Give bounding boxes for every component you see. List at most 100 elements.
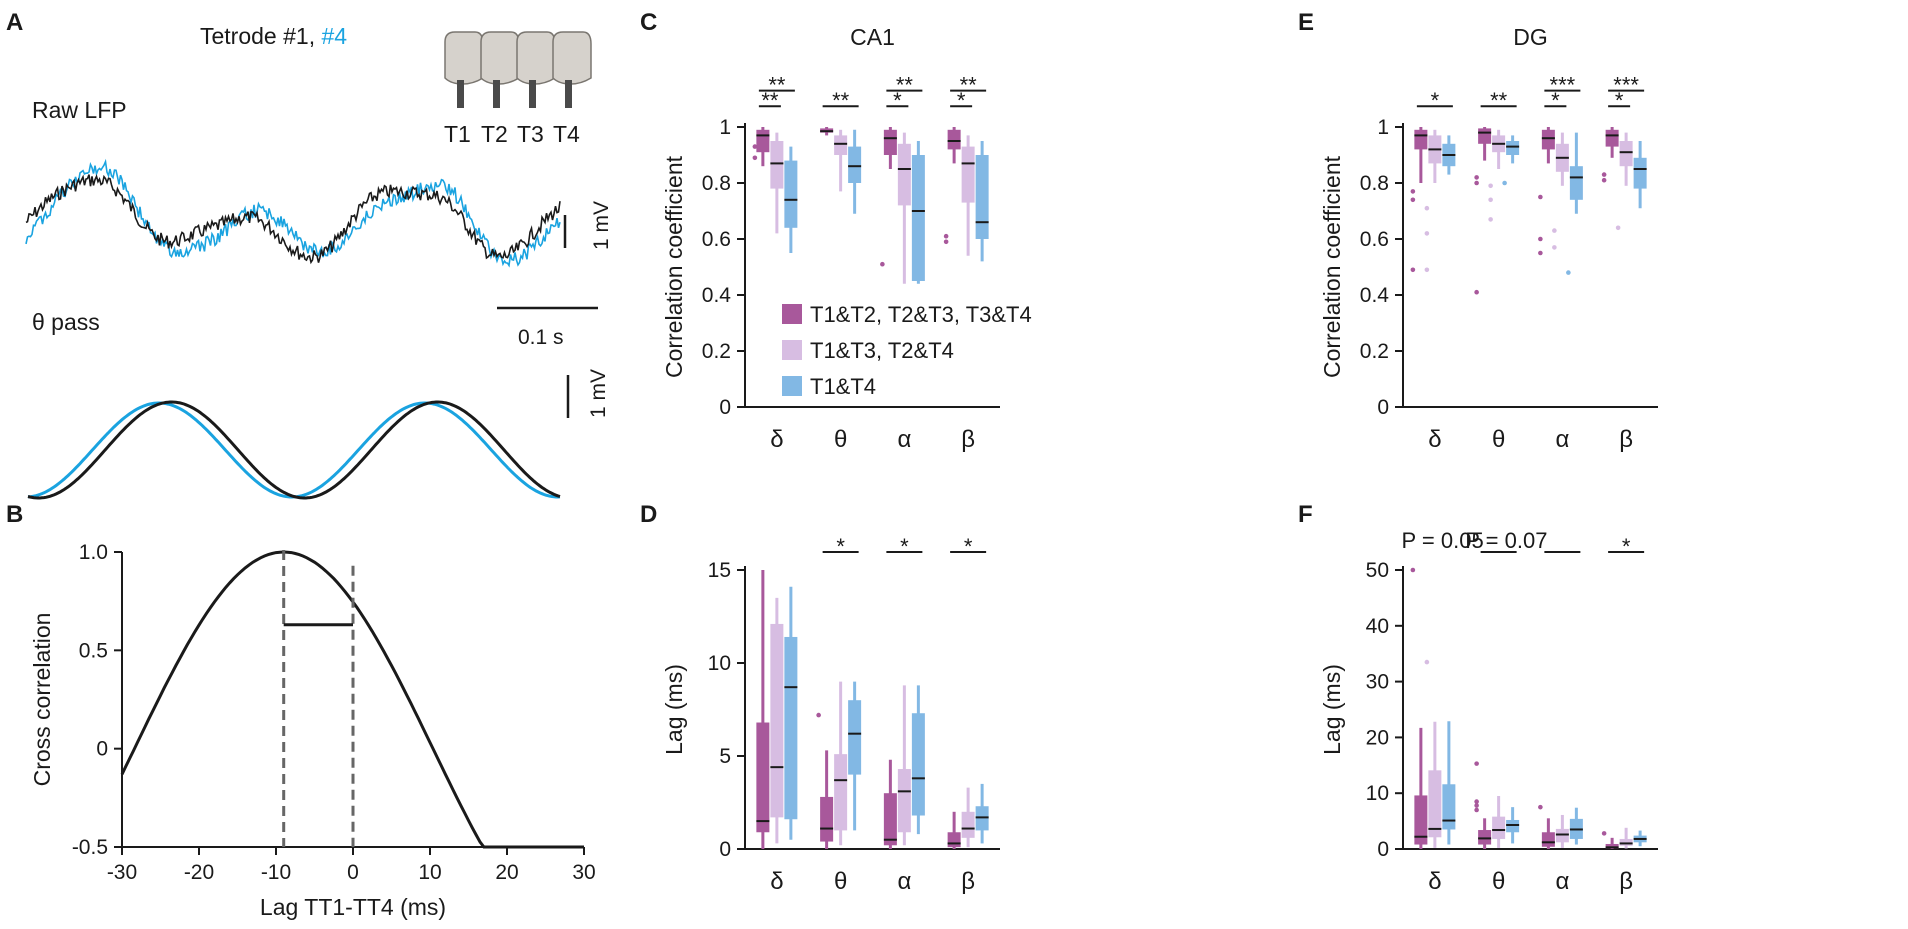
tetrode-title-prefix: Tetrode #1, bbox=[200, 23, 315, 49]
e-outlier-point bbox=[1552, 245, 1557, 250]
c-outlier-point bbox=[752, 144, 758, 149]
e-y-tick-label: 0.2 bbox=[1360, 340, 1389, 363]
panel-a: Tetrode #1, #4 Raw LFP θ pass T1 T2 T3 T… bbox=[25, 23, 613, 500]
c-box bbox=[897, 143, 911, 206]
e-outlier-point bbox=[1410, 197, 1416, 203]
f-significance-label: P = 0.05 bbox=[1402, 528, 1484, 553]
e-y-axis-label: Correlation coefficient bbox=[1319, 155, 1345, 378]
e-outlier-point bbox=[1410, 267, 1416, 273]
b-x-tick-label: -20 bbox=[184, 861, 214, 884]
d-y-tick-label: 10 bbox=[708, 652, 731, 675]
panel-d: 0 5 10 15 Lag (ms) δ θ α β * * * bbox=[661, 534, 1000, 895]
e-outlier-point bbox=[1538, 250, 1543, 256]
c-y-tick-label: 0.8 bbox=[702, 172, 731, 195]
panel-letter-c: C bbox=[640, 9, 657, 36]
tetrode-label-t3: T3 bbox=[517, 121, 544, 147]
e-significance-label: * bbox=[1551, 88, 1560, 113]
e-outlier-point bbox=[1474, 175, 1479, 180]
f-box bbox=[1414, 795, 1428, 845]
d-category-label: β bbox=[961, 868, 975, 895]
panel-letter-e: E bbox=[1298, 9, 1314, 36]
b-x-tick-label: -10 bbox=[261, 861, 291, 884]
e-title: DG bbox=[1513, 24, 1548, 50]
f-box bbox=[1506, 819, 1520, 833]
c-box bbox=[911, 155, 925, 281]
e-y-tick-label: 0.8 bbox=[1360, 172, 1389, 195]
raw-lfp-label: Raw LFP bbox=[32, 97, 127, 123]
c-box bbox=[834, 135, 848, 155]
d-significance-label: * bbox=[964, 534, 973, 559]
b-x-tick-label: 30 bbox=[572, 861, 595, 884]
e-outlier-point bbox=[1552, 228, 1557, 233]
legend-label-outer: T1&T4 bbox=[810, 374, 876, 399]
e-category-label: α bbox=[1555, 426, 1569, 453]
e-box bbox=[1605, 129, 1619, 147]
tetrode-wire-3 bbox=[529, 80, 536, 108]
f-significance-label: * bbox=[1622, 534, 1631, 559]
e-significance-label: *** bbox=[1550, 73, 1576, 98]
legend-swatch-skip-one bbox=[782, 340, 802, 360]
panel-letter-b: B bbox=[6, 501, 23, 528]
d-box bbox=[770, 623, 784, 818]
c-y-tick-label: 0 bbox=[719, 396, 731, 419]
e-outlier-point bbox=[1488, 217, 1493, 222]
d-category-label: θ bbox=[834, 868, 847, 895]
d-category-label: δ bbox=[770, 868, 783, 895]
f-y-tick-label: 0 bbox=[1377, 838, 1389, 861]
c-significance-label: ** bbox=[761, 88, 779, 113]
d-box bbox=[947, 832, 961, 848]
e-y-tick-label: 1 bbox=[1377, 116, 1389, 139]
legend-swatch-adjacent bbox=[782, 304, 802, 324]
tetrode-label-t1: T1 bbox=[444, 121, 471, 147]
e-outlier-point bbox=[1410, 189, 1416, 194]
legend-label-skip-one: T1&T3, T2&T4 bbox=[810, 338, 954, 363]
f-outlier-point bbox=[1410, 567, 1416, 573]
legend-swatch-outer bbox=[782, 376, 802, 396]
d-y-tick-label: 15 bbox=[708, 559, 731, 582]
e-significance-label: * bbox=[1615, 88, 1624, 113]
e-outlier-point bbox=[1424, 267, 1430, 273]
c-outlier-point bbox=[943, 233, 949, 239]
c-significance-label: ** bbox=[896, 73, 914, 98]
f-y-tick-label: 10 bbox=[1366, 782, 1389, 805]
d-box bbox=[820, 796, 834, 842]
d-y-tick-label: 5 bbox=[719, 745, 731, 768]
c-box bbox=[784, 160, 798, 228]
c-y-tick-label: 0.2 bbox=[702, 340, 731, 363]
legend: T1&T2, T2&T3, T3&T4 T1&T3, T2&T4 T1&T4 bbox=[782, 302, 1032, 399]
f-box bbox=[1555, 828, 1569, 843]
d-box bbox=[897, 769, 911, 833]
panel-e: 0 0.2 0.4 0.6 0.8 1 Correlation coefficient DG δ… bbox=[1319, 24, 1658, 453]
f-category-label: α bbox=[1555, 868, 1569, 895]
b-y-tick-label: 0.5 bbox=[79, 639, 108, 662]
tetrode-title: Tetrode #1, #4 bbox=[200, 23, 347, 49]
f-box bbox=[1492, 816, 1506, 839]
tetrode-wire-2 bbox=[493, 80, 500, 108]
c-box bbox=[961, 146, 975, 203]
c-box bbox=[975, 155, 989, 239]
e-significance-label: ** bbox=[1490, 88, 1508, 113]
c-box bbox=[848, 146, 862, 183]
e-outlier-point bbox=[1615, 225, 1621, 231]
b-y-tick-label: 1.0 bbox=[79, 541, 108, 564]
f-box bbox=[1619, 838, 1633, 846]
f-y-axis-label: Lag (ms) bbox=[1319, 664, 1345, 755]
raw-trace-tt1 bbox=[25, 174, 561, 265]
c-category-label: α bbox=[897, 426, 911, 453]
c-y-tick-label: 0.6 bbox=[702, 228, 731, 251]
tetrode-label-t2: T2 bbox=[481, 121, 508, 147]
d-box bbox=[848, 700, 862, 775]
f-box bbox=[1605, 843, 1619, 849]
c-category-label: β bbox=[961, 426, 975, 453]
raw-scale-time-label: 0.1 s bbox=[518, 326, 564, 349]
panel-c: 0 0.2 0.4 0.6 0.8 1 Correlation coefficient CA1… bbox=[661, 24, 1000, 453]
b-x-axis-label: Lag TT1-TT4 (ms) bbox=[260, 894, 446, 920]
f-category-label: δ bbox=[1428, 868, 1441, 895]
e-box bbox=[1619, 141, 1633, 167]
c-y-tick-label: 0.4 bbox=[702, 284, 732, 307]
e-outlier-point bbox=[1538, 236, 1543, 242]
f-significance-label: P = 0.07 bbox=[1465, 528, 1547, 553]
panel-f: 0 10 20 30 40 50 Lag (ms) δ θ α β P = 0.05P = 0.07 * bbox=[1319, 528, 1658, 895]
c-significance-label: ** bbox=[832, 88, 850, 113]
tetrode-cylinder-2 bbox=[480, 31, 520, 85]
